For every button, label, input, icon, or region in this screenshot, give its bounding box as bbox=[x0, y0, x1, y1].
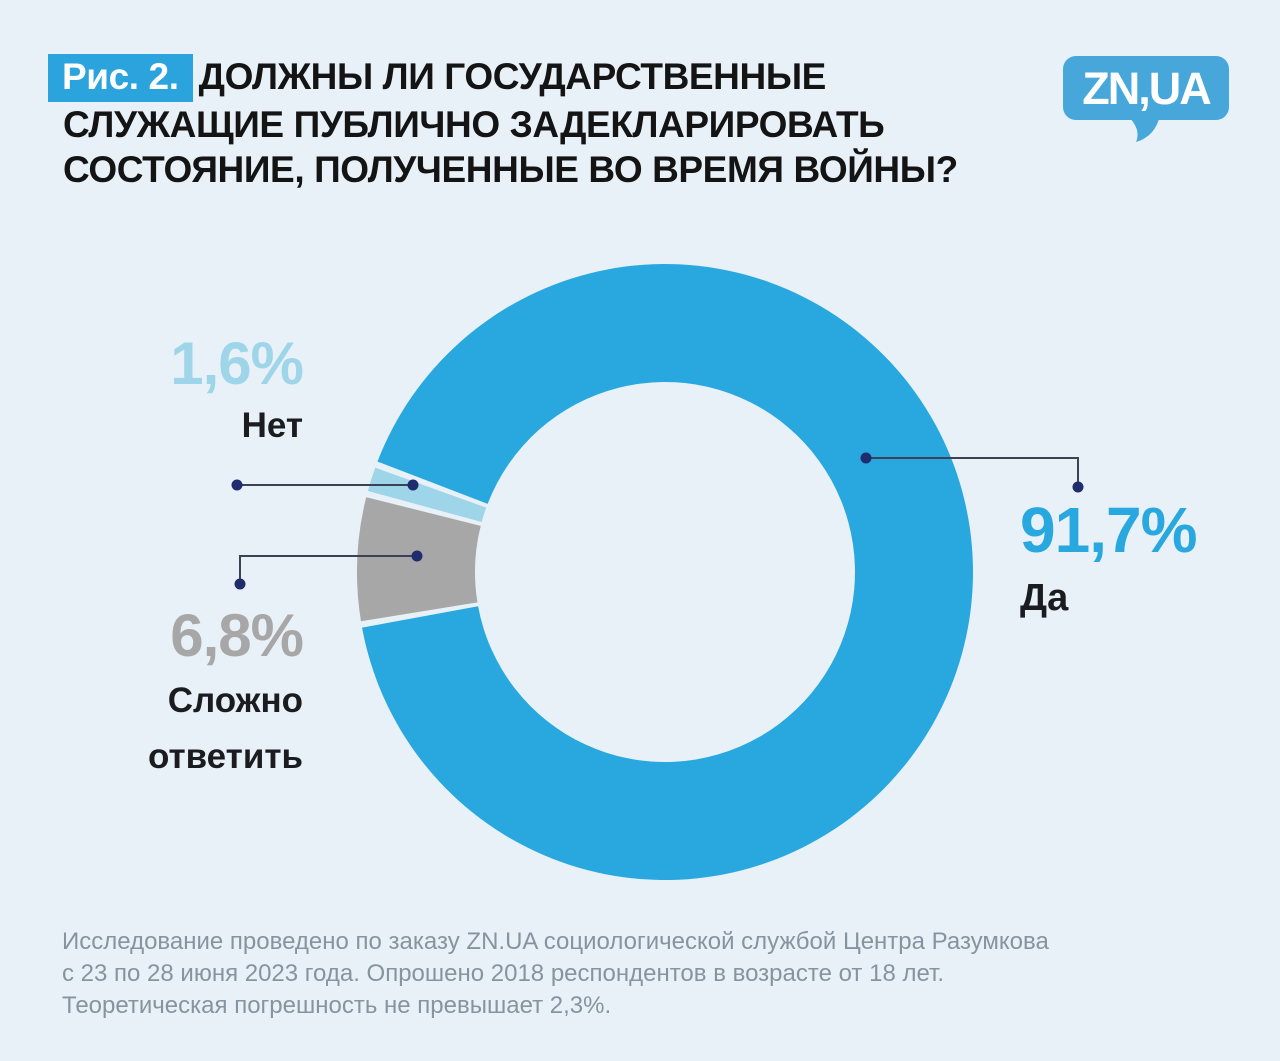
donut-slices bbox=[356, 264, 974, 881]
callout-slozhno-label-1: Сложно bbox=[167, 681, 303, 720]
callout-da-value: 91,7% bbox=[1020, 494, 1197, 566]
footnote-line-1: Исследование проведено по заказу ZN.UA с… bbox=[62, 928, 1049, 955]
leader-line-slozhno bbox=[239, 555, 417, 584]
callout-slozhno-label-2: ответить bbox=[147, 737, 303, 776]
figure-number-badge: Рис. 2. bbox=[48, 54, 193, 102]
footnote-line-3: Теоретическая погрешность не превышает 2… bbox=[62, 992, 612, 1019]
leader-dot bbox=[407, 479, 419, 491]
leader-slozhno bbox=[234, 550, 423, 590]
title-text-2: СЛУЖАЩИЕ ПУБЛИЧНО ЗАДЕКЛАРИРОВАТЬ bbox=[63, 104, 885, 145]
figure-title: Рис. 2. ДОЛЖНЫ ЛИ ГОСУДАРСТВЕННЫЕ СЛУЖАЩИ… bbox=[48, 54, 958, 192]
footnote: Исследование проведено по заказу ZN.UA с… bbox=[62, 926, 1049, 1022]
leader-da bbox=[860, 452, 1084, 493]
donut-slice-Да bbox=[362, 264, 974, 881]
logo-text: ZN,UA bbox=[1082, 63, 1211, 114]
callout-da-label: Да bbox=[1020, 577, 1069, 619]
callout-net-value: 1,6% bbox=[170, 330, 304, 397]
footnote-line-2: с 23 по 28 июня 2023 года. Опрошено 2018… bbox=[62, 960, 945, 987]
title-line: Рис. 2. ДОЛЖНЫ ЛИ ГОСУДАРСТВЕННЫЕ bbox=[48, 54, 958, 102]
logo-bubble bbox=[1063, 56, 1229, 120]
callout-slozhno: 6,8% Сложно ответить bbox=[147, 602, 304, 778]
callout-slozhno-value: 6,8% bbox=[170, 602, 304, 669]
callout-da: 91,7% Да bbox=[1020, 494, 1197, 622]
leader-dot bbox=[234, 578, 246, 590]
leader-dot bbox=[1072, 481, 1084, 493]
leader-dot bbox=[860, 452, 872, 464]
title-text-3: СОСТОЯНИЕ, ПОЛУЧЕННЫЕ ВО ВРЕМЯ ВОЙНЫ? bbox=[63, 149, 958, 190]
logo-bubble-tail bbox=[1128, 116, 1160, 142]
znua-logo: ZN,UA bbox=[1063, 56, 1229, 142]
leader-line-da bbox=[866, 457, 1079, 487]
leader-dot bbox=[411, 550, 423, 562]
leader-dot bbox=[231, 479, 243, 491]
callout-net-label: Нет bbox=[241, 406, 303, 445]
callout-net: 1,6% Нет bbox=[170, 330, 304, 447]
donut-slice-Нет bbox=[367, 467, 487, 523]
title-text-1: ДОЛЖНЫ ЛИ ГОСУДАРСТВЕННЫЕ bbox=[198, 56, 827, 97]
leader-net bbox=[231, 479, 419, 491]
